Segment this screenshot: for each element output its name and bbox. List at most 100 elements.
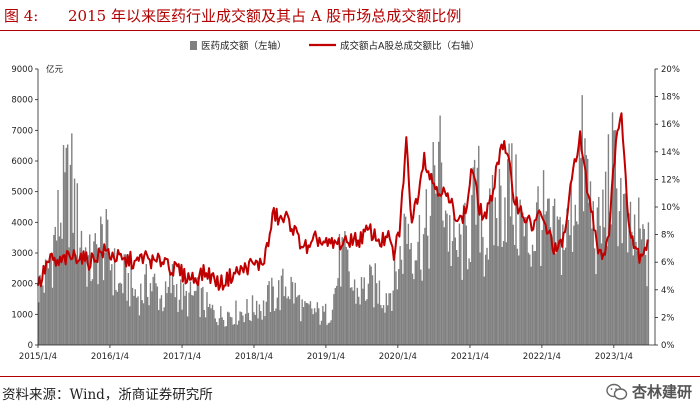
bar bbox=[467, 269, 469, 345]
bar bbox=[518, 255, 520, 345]
bar bbox=[39, 274, 41, 345]
bar bbox=[123, 254, 125, 345]
bar bbox=[199, 317, 201, 345]
bar bbox=[542, 170, 545, 345]
bar bbox=[640, 239, 643, 345]
bar bbox=[290, 276, 292, 345]
source-bar: 资料来源：Wind，浙商证券研究所 杏林建研 bbox=[0, 376, 700, 418]
bar bbox=[363, 277, 365, 345]
bar bbox=[421, 280, 423, 345]
bar bbox=[251, 295, 254, 345]
bar bbox=[374, 263, 376, 345]
bar bbox=[151, 291, 153, 345]
bar bbox=[233, 324, 236, 345]
y-right-tick-label: 18% bbox=[661, 93, 680, 103]
bar bbox=[72, 232, 74, 345]
bar bbox=[558, 219, 560, 345]
bar bbox=[228, 312, 230, 345]
bar bbox=[458, 223, 461, 345]
bar bbox=[369, 264, 371, 345]
x-tick-label: 2022/1/4 bbox=[523, 352, 561, 362]
bar bbox=[204, 317, 207, 345]
bar bbox=[210, 308, 212, 345]
bar bbox=[253, 312, 255, 345]
bar bbox=[51, 287, 54, 345]
bar bbox=[84, 247, 87, 345]
bar bbox=[454, 237, 456, 345]
bar bbox=[464, 202, 466, 345]
bar bbox=[512, 224, 514, 345]
bar bbox=[396, 289, 399, 345]
bar bbox=[380, 305, 382, 345]
bar bbox=[326, 325, 328, 345]
bar bbox=[331, 309, 334, 345]
bar bbox=[203, 309, 205, 345]
bar bbox=[224, 326, 226, 345]
bar bbox=[158, 310, 160, 345]
y-right-tick-label: 4% bbox=[661, 286, 675, 296]
bar bbox=[387, 305, 389, 345]
bar bbox=[598, 196, 600, 345]
bar bbox=[570, 183, 572, 345]
bar bbox=[436, 187, 439, 345]
bar bbox=[283, 296, 285, 345]
bar bbox=[106, 219, 109, 345]
bar bbox=[55, 240, 58, 345]
bar bbox=[628, 213, 630, 345]
y-left-tick-label: 1000 bbox=[11, 310, 33, 320]
bar bbox=[413, 279, 415, 345]
bar bbox=[40, 282, 43, 345]
bar bbox=[327, 323, 330, 345]
bar bbox=[269, 312, 272, 345]
bar bbox=[217, 325, 219, 345]
bar bbox=[95, 244, 98, 345]
bar bbox=[646, 286, 648, 345]
x-tick-label: 2020/1/4 bbox=[379, 352, 417, 362]
bar bbox=[66, 144, 69, 345]
bar bbox=[540, 265, 542, 345]
bar bbox=[337, 278, 339, 345]
bar bbox=[497, 246, 499, 345]
legend-swatch-amount bbox=[190, 41, 197, 50]
bar bbox=[398, 269, 400, 345]
bar bbox=[171, 264, 174, 345]
bar bbox=[180, 279, 182, 345]
bar bbox=[231, 317, 233, 345]
bar bbox=[353, 279, 356, 345]
bar bbox=[185, 290, 187, 345]
bar bbox=[409, 249, 411, 345]
bar bbox=[602, 189, 604, 345]
bar bbox=[502, 241, 505, 345]
y-left-tick-label: 0 bbox=[28, 341, 33, 351]
bar bbox=[596, 207, 599, 345]
bar bbox=[489, 188, 491, 345]
bar bbox=[282, 268, 284, 345]
bar bbox=[115, 289, 117, 345]
bar bbox=[71, 133, 73, 345]
bar bbox=[403, 213, 405, 345]
bar bbox=[262, 300, 265, 345]
bar bbox=[432, 142, 434, 345]
bar bbox=[145, 264, 147, 345]
bar bbox=[242, 315, 244, 345]
bar bbox=[429, 215, 432, 345]
bar bbox=[225, 326, 227, 345]
y-left-ticks: 0 1000 2000 3000 4000 5000 6000 7000 8000 9000 bbox=[11, 65, 38, 351]
bar bbox=[356, 287, 359, 345]
bar bbox=[527, 252, 530, 345]
bar bbox=[73, 178, 76, 345]
bar bbox=[549, 227, 552, 345]
bar bbox=[152, 276, 154, 345]
bar bbox=[569, 235, 571, 345]
bar bbox=[46, 260, 48, 345]
bar bbox=[305, 302, 308, 345]
bar bbox=[584, 138, 586, 345]
bar bbox=[164, 281, 167, 345]
y-left-unit-label: 亿元 bbox=[46, 64, 64, 75]
bar bbox=[617, 246, 619, 345]
bar bbox=[444, 210, 447, 345]
bar bbox=[607, 134, 610, 345]
x-tick-label: 2016/1/4 bbox=[91, 352, 129, 362]
bar bbox=[417, 241, 419, 345]
bar bbox=[468, 258, 470, 345]
